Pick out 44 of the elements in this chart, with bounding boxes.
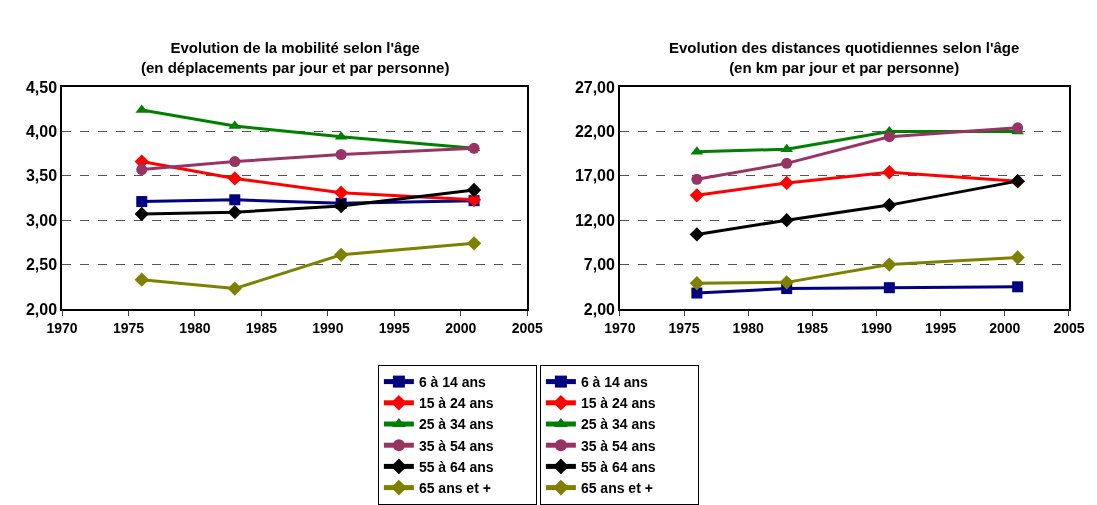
legend-label: 6 à 14 ans [580,374,649,391]
x-tick-label: 1990 [312,319,344,336]
legend-label: 55 à 64 ans [418,458,494,475]
legend-label: 15 à 24 ans [580,395,656,412]
x-tick-label: 1980 [732,319,764,336]
legend-label: 65 ans et + [580,480,653,497]
y-tick-label: 4,00 [25,123,58,140]
y-tick-label: 17,00 [574,167,616,185]
y-tick-label: 22,00 [574,123,616,140]
x-tick-label: 2005 [511,319,544,336]
x-tick-label: 1990 [860,319,893,336]
x-tick-label: 1985 [796,319,829,336]
y-tick-label: 7,00 [583,256,616,274]
x-tick-label: 1970 [46,319,78,336]
x-tick-label: 1995 [925,319,957,336]
y-tick-label: 2,50 [25,256,58,274]
y-tick-label: 3,50 [25,167,58,185]
legend-label: 15 à 24 ans [418,395,494,412]
chart-subtitle: (en km par jour et par personne) [729,58,960,76]
y-tick-label: 27,00 [574,78,616,96]
x-tick-label: 2000 [445,319,477,336]
y-tick-label: 2,00 [583,300,616,318]
chart-title: Evolution des distances quotidiennes selon l'âge [669,39,1020,56]
legend-label: 25 à 34 ans [580,416,656,433]
chart-subtitle: (en déplacements par jour et par personne) [141,58,450,76]
x-tick-label: 2005 [1053,319,1085,336]
x-tick-label: 1995 [378,319,411,336]
y-tick-label: 2,00 [25,300,58,318]
legend-label: 6 à 14 ans [418,374,487,391]
x-tick-label: 1975 [668,319,700,336]
legend-label: 25 à 34 ans [418,416,494,433]
x-tick-label: 1980 [179,319,211,336]
legend-label: 55 à 64 ans [580,458,656,475]
x-tick-label: 2000 [989,319,1021,336]
x-tick-label: 1975 [112,319,145,336]
chart-title: Evolution de la mobilité selon l'âge [170,39,420,56]
legend-label: 35 à 54 ans [580,437,656,454]
legend-label: 35 à 54 ans [418,437,494,454]
legend-label: 65 ans et + [418,480,491,497]
y-tick-label: 3,00 [25,211,58,229]
y-tick-label: 4,50 [25,78,58,96]
y-tick-label: 12,00 [574,211,616,229]
x-tick-label: 1970 [604,319,636,336]
x-tick-label: 1985 [245,319,278,336]
